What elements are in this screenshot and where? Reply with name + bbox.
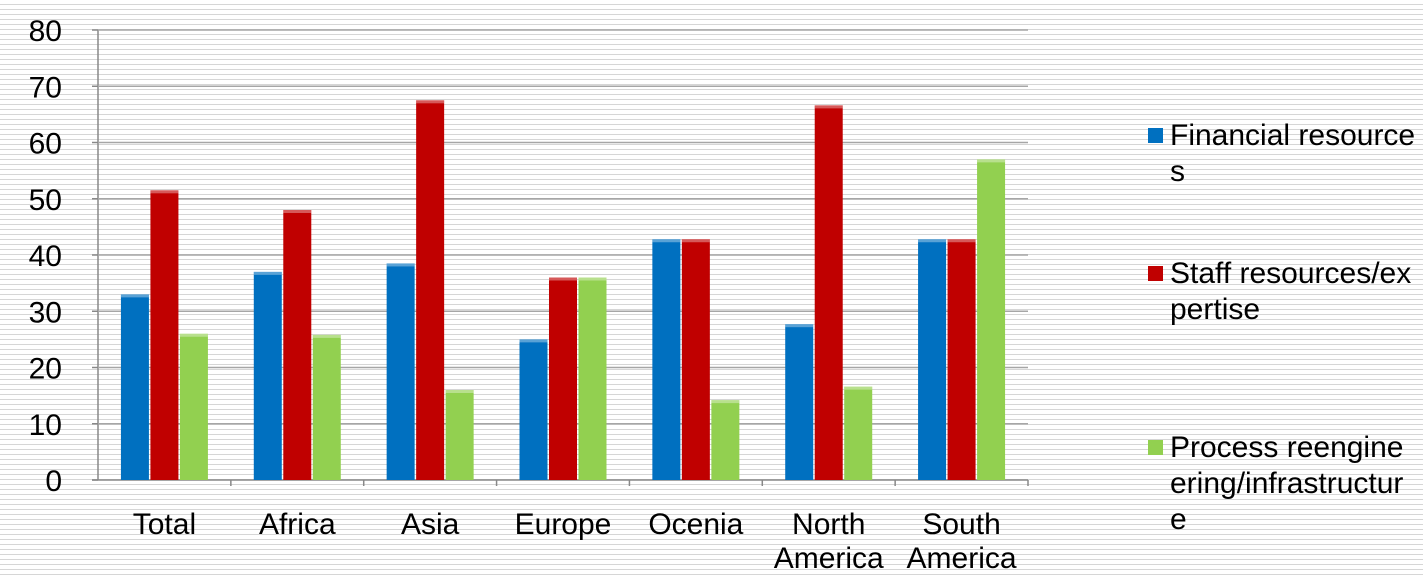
bars bbox=[120, 100, 1006, 480]
bar bbox=[977, 159, 1006, 480]
bar-highlight bbox=[578, 277, 607, 281]
bar bbox=[918, 239, 947, 480]
bar bbox=[711, 400, 740, 480]
bar-highlight bbox=[120, 294, 149, 298]
y-tick-label: 30 bbox=[29, 296, 62, 329]
y-tick-label: 50 bbox=[29, 184, 62, 217]
y-tick-label: 40 bbox=[29, 240, 62, 273]
legend-item-staff: Staff resources/expertise bbox=[1148, 256, 1418, 328]
bar bbox=[578, 277, 607, 480]
bar-highlight bbox=[283, 210, 312, 213]
x-tick-label: Europe bbox=[515, 508, 612, 541]
y-tick-label: 60 bbox=[29, 128, 62, 161]
bar-highlight bbox=[814, 105, 843, 109]
x-axis: Total Africa Asia Europe Ocenia North America S… bbox=[92, 479, 1029, 575]
bar bbox=[785, 324, 814, 480]
bar-highlight bbox=[947, 239, 976, 243]
bar-highlight bbox=[844, 386, 873, 390]
bar-highlight bbox=[150, 190, 179, 194]
bar-highlight bbox=[785, 324, 814, 328]
bar bbox=[253, 271, 282, 480]
bar-highlight bbox=[977, 159, 1006, 163]
bar bbox=[120, 294, 149, 480]
legend-swatch-staff bbox=[1148, 266, 1163, 281]
bar-highlight bbox=[549, 277, 577, 281]
bar-highlight bbox=[445, 390, 474, 393]
bar bbox=[519, 339, 548, 480]
x-tick-label: Asia bbox=[401, 508, 460, 541]
bar bbox=[283, 210, 312, 480]
legend-swatch-financial bbox=[1148, 128, 1163, 143]
y-tick-label: 0 bbox=[45, 465, 62, 498]
x-tick-label: Ocenia bbox=[648, 508, 743, 541]
legend-label-financial: Financial resources bbox=[1170, 119, 1416, 188]
x-tick-label: North America bbox=[774, 508, 884, 575]
y-tick-label: 20 bbox=[29, 353, 62, 386]
y-tick-label: 80 bbox=[29, 15, 62, 48]
legend-item-process: Process reengineering/infrastructure bbox=[1148, 430, 1418, 538]
bar bbox=[445, 390, 474, 480]
bar bbox=[947, 239, 976, 480]
bar bbox=[386, 263, 415, 480]
bar bbox=[681, 239, 710, 480]
y-tick-label: 70 bbox=[29, 71, 62, 104]
bar-highlight bbox=[711, 400, 740, 404]
bar-highlight bbox=[652, 239, 681, 243]
x-tick-label: Total bbox=[133, 508, 196, 541]
x-tick-label: Africa bbox=[259, 508, 336, 541]
legend-label-staff: Staff resources/expertise bbox=[1170, 257, 1412, 326]
y-axis: 0 10 20 30 40 50 60 70 80 bbox=[29, 15, 1028, 498]
x-tick-label: South America bbox=[907, 508, 1017, 575]
bar bbox=[416, 100, 445, 480]
bar bbox=[150, 190, 179, 480]
bar-highlight bbox=[253, 271, 282, 275]
bar-highlight bbox=[179, 333, 208, 337]
bar bbox=[549, 277, 577, 480]
bar bbox=[844, 386, 873, 480]
legend-swatch-process bbox=[1148, 440, 1163, 455]
legend-item-financial: Financial resources bbox=[1148, 118, 1418, 190]
bar-highlight bbox=[386, 263, 415, 267]
bar bbox=[652, 239, 681, 480]
bar-highlight bbox=[918, 239, 947, 243]
bar-highlight bbox=[416, 100, 445, 104]
bar bbox=[814, 105, 843, 480]
y-tick-label: 10 bbox=[29, 409, 62, 442]
bar-highlight bbox=[312, 334, 341, 338]
legend-label-process: Process reengineering/infrastructure bbox=[1170, 431, 1404, 536]
bar-highlight bbox=[519, 339, 548, 343]
bar bbox=[312, 334, 341, 480]
bar bbox=[179, 333, 208, 480]
bar-highlight bbox=[681, 239, 710, 243]
